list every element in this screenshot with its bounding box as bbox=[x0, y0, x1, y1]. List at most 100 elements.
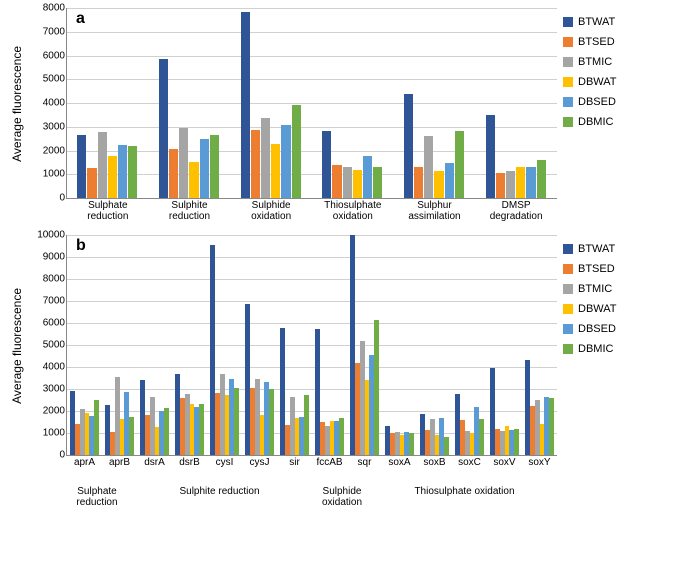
legend-swatch bbox=[563, 77, 573, 87]
legend-swatch bbox=[563, 57, 573, 67]
legend-item: DBSED bbox=[563, 96, 617, 108]
bar bbox=[179, 128, 188, 198]
xaxis-label: Sulphitereduction bbox=[149, 198, 231, 222]
bar bbox=[159, 59, 168, 198]
legend-item: BTSED bbox=[563, 36, 617, 48]
panel-a: aAverage fluorescence0100020003000400050… bbox=[8, 8, 677, 227]
legend-item: BTWAT bbox=[563, 16, 617, 28]
bar bbox=[537, 160, 546, 198]
bar bbox=[322, 131, 331, 198]
bar bbox=[424, 136, 433, 198]
xaxis-label: dsrA bbox=[137, 455, 172, 468]
ytick: 3000 bbox=[27, 384, 65, 395]
legend-swatch bbox=[563, 117, 573, 127]
bar-group: soxA bbox=[382, 235, 417, 455]
bar bbox=[549, 398, 554, 455]
bar bbox=[373, 167, 382, 198]
xaxis-label: soxA bbox=[382, 455, 417, 468]
yaxis-label-wrap: Average fluorescence bbox=[8, 235, 26, 456]
xaxis-label: DMSPdegradation bbox=[475, 198, 557, 222]
ytick: 8000 bbox=[27, 274, 65, 285]
bar bbox=[332, 165, 341, 198]
legend-label: DBMIC bbox=[578, 116, 613, 128]
bar bbox=[129, 417, 134, 455]
bar bbox=[404, 94, 413, 199]
bar-group: cysJ bbox=[242, 235, 277, 455]
yaxis-label: Average fluorescence bbox=[8, 288, 26, 404]
bar bbox=[98, 132, 107, 199]
bar bbox=[455, 131, 464, 198]
xaxis-label: soxV bbox=[487, 455, 522, 468]
xaxis-label: aprA bbox=[67, 455, 102, 468]
legend-item: BTMIC bbox=[563, 56, 617, 68]
legend: BTWAT BTSED BTMIC DBWAT DBSED DBMIC bbox=[563, 8, 617, 199]
bars-container: aprAaprBdsrAdsrBcysIcysJsirfccABsqrsoxAs… bbox=[67, 235, 557, 455]
bar-group: Sulphitereduction bbox=[149, 8, 231, 198]
xaxis-label: cysI bbox=[207, 455, 242, 468]
ytick: 0 bbox=[27, 193, 65, 204]
legend-label: DBSED bbox=[578, 96, 616, 108]
bar bbox=[516, 167, 525, 198]
legend-label: BTWAT bbox=[578, 243, 615, 255]
bar bbox=[444, 437, 449, 455]
bar bbox=[108, 156, 117, 198]
supergroup-labels: Sulphate reductionSulphite reductionSulp… bbox=[62, 486, 552, 500]
bar bbox=[339, 418, 344, 455]
supergroup-label: Sulphide oxidation bbox=[307, 486, 377, 508]
bar-group: fccAB bbox=[312, 235, 347, 455]
plot-area: 010002000300040005000600070008000Sulphat… bbox=[66, 8, 557, 199]
bar bbox=[210, 135, 219, 198]
legend-item: DBWAT bbox=[563, 303, 617, 315]
legend-label: DBMIC bbox=[578, 343, 613, 355]
bar-group: dsrB bbox=[172, 235, 207, 455]
bar bbox=[199, 404, 204, 455]
bar bbox=[409, 433, 414, 455]
bar bbox=[271, 144, 280, 198]
ytick: 4000 bbox=[27, 362, 65, 373]
bar-group: Thiosulphateoxidation bbox=[312, 8, 394, 198]
supergroup-label: Thiosulphate oxidation bbox=[377, 486, 552, 497]
legend-label: BTSED bbox=[578, 36, 615, 48]
bar bbox=[292, 105, 301, 198]
ytick: 7000 bbox=[27, 26, 65, 37]
bar bbox=[164, 408, 169, 455]
yaxis-label-wrap: Average fluorescence bbox=[8, 8, 26, 199]
bar bbox=[374, 320, 379, 455]
legend-label: BTMIC bbox=[578, 56, 612, 68]
yticks: 0100020003000400050006000700080009000100… bbox=[27, 235, 65, 455]
bar bbox=[241, 12, 250, 198]
ytick: 9000 bbox=[27, 252, 65, 263]
legend-swatch bbox=[563, 324, 573, 334]
ytick: 0 bbox=[27, 450, 65, 461]
bar-group: soxY bbox=[522, 235, 557, 455]
bar-group: sqr bbox=[347, 235, 382, 455]
bar-group: Sulphatereduction bbox=[67, 8, 149, 198]
bar-group: aprB bbox=[102, 235, 137, 455]
bar-group: aprA bbox=[67, 235, 102, 455]
xaxis-label: Sulphideoxidation bbox=[230, 198, 312, 222]
xaxis-label: fccAB bbox=[312, 455, 347, 468]
legend-swatch bbox=[563, 244, 573, 254]
yaxis-label: Average fluorescence bbox=[8, 46, 26, 162]
legend-item: DBMIC bbox=[563, 116, 617, 128]
legend-swatch bbox=[563, 264, 573, 274]
bar bbox=[506, 171, 515, 198]
bar bbox=[77, 135, 86, 198]
legend-item: BTSED bbox=[563, 263, 617, 275]
xaxis-label: soxY bbox=[522, 455, 557, 468]
bar bbox=[118, 145, 127, 198]
bar-group: dsrA bbox=[137, 235, 172, 455]
legend-item: DBWAT bbox=[563, 76, 617, 88]
ytick: 10000 bbox=[27, 230, 65, 241]
bar-group: Sulphideoxidation bbox=[230, 8, 312, 198]
bar bbox=[496, 173, 505, 198]
xaxis-label: Sulphurassimilation bbox=[394, 198, 476, 222]
legend-swatch bbox=[563, 284, 573, 294]
bar bbox=[353, 170, 362, 198]
legend-label: DBSED bbox=[578, 323, 616, 335]
bar bbox=[87, 168, 96, 198]
xaxis-label: sir bbox=[277, 455, 312, 468]
bar bbox=[189, 162, 198, 198]
xaxis-label: soxC bbox=[452, 455, 487, 468]
ytick: 5000 bbox=[27, 340, 65, 351]
